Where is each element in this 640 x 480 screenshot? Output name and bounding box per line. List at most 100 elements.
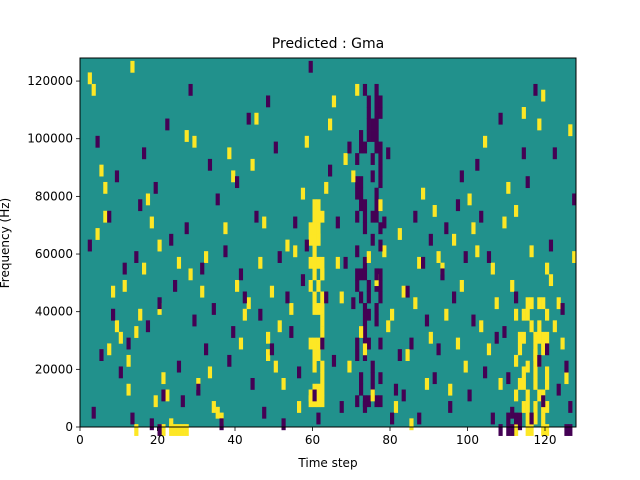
y-tick-label: 20000 — [35, 362, 73, 376]
heatmap-cell-low — [266, 95, 271, 108]
heatmap-cell-low — [366, 95, 371, 108]
heatmap-cell-low — [176, 360, 182, 373]
heatmap-cell-high — [161, 372, 166, 385]
heatmap-cell-high — [324, 181, 329, 194]
heatmap-cell-high — [157, 239, 162, 252]
heatmap-cell-low — [514, 412, 519, 425]
heatmap-cell-low — [362, 401, 368, 413]
heatmap-cell-low — [258, 308, 263, 321]
heatmap-cell-high — [169, 418, 174, 431]
heatmap-cell-low — [157, 424, 162, 436]
heatmap-cell-low — [359, 141, 364, 154]
heatmap-cell-low — [235, 176, 240, 189]
heatmap-cell-high — [525, 389, 530, 402]
heatmap-cell-low — [316, 412, 321, 425]
heatmap-cell-low — [393, 383, 399, 396]
heatmap-cell-high — [200, 285, 205, 298]
x-axis: 0 20 40 60 80 100 120 — [76, 427, 556, 447]
heatmap-cell-low — [374, 303, 379, 315]
heatmap-cell-high — [312, 245, 317, 258]
heatmap-cell-low — [529, 412, 534, 425]
heatmap-cell-high — [312, 303, 317, 315]
heatmap-cell-low — [370, 170, 375, 183]
heatmap-cell-high — [444, 308, 449, 321]
heatmap-cell-high — [308, 256, 313, 269]
heatmap-cell-high — [359, 326, 364, 338]
heatmap-cell-low — [370, 233, 375, 246]
heatmap-cell-low — [374, 187, 379, 200]
heatmap-cell-high — [312, 349, 317, 361]
heatmap-cell-low — [91, 406, 96, 419]
heatmap-cell-low — [494, 331, 499, 344]
heatmap-cell-low — [568, 424, 573, 436]
heatmap-cell-low — [510, 406, 515, 419]
heatmap-cell-high — [521, 377, 526, 390]
heatmap-cell-high — [521, 331, 526, 344]
heatmap-cell-low — [173, 279, 178, 292]
heatmap-cell-low — [374, 199, 379, 212]
heatmap-cell-low — [467, 389, 472, 402]
heatmap-cell-high — [514, 354, 519, 367]
heatmap-cell-low — [397, 349, 402, 361]
heatmap-cell-high — [320, 372, 325, 385]
heatmap-cell-low — [370, 130, 375, 142]
heatmap-cell-low — [374, 210, 379, 223]
heatmap-cell-low — [362, 314, 368, 327]
x-tick-label: 120 — [534, 433, 557, 447]
heatmap-cell-high — [285, 239, 290, 252]
heatmap-cell-high — [525, 297, 530, 310]
heatmap-cell-low — [308, 60, 313, 73]
heatmap-cell-high — [517, 343, 523, 356]
heatmap-cell-high — [545, 424, 550, 436]
heatmap-cell-high — [312, 199, 317, 212]
heatmap-cell-low — [355, 268, 360, 281]
heatmap-cell-high — [320, 395, 325, 408]
heatmap-cell-high — [483, 135, 488, 148]
heatmap-cell-high — [308, 222, 313, 235]
heatmap-cell-low — [370, 372, 375, 385]
heatmap-cell-high — [455, 337, 461, 350]
heatmap-cell-low — [200, 262, 205, 275]
heatmap-cell-high — [138, 308, 143, 321]
heatmap-cell-high — [537, 389, 542, 402]
heatmap-cell-low — [362, 256, 368, 269]
heatmap-cell-low — [355, 279, 360, 292]
heatmap-cell-low — [409, 337, 414, 350]
heatmap-cell-high — [91, 83, 96, 96]
heatmap-cell-high — [184, 130, 189, 142]
heatmap-cell-low — [215, 193, 220, 206]
heatmap-cell-low — [122, 262, 127, 275]
heatmap-cell-low — [355, 210, 360, 223]
heatmap-cell-low — [548, 239, 554, 252]
heatmap-cell-high — [514, 424, 519, 436]
heatmap-cell-high — [428, 331, 433, 344]
heatmap-cell-high — [316, 279, 321, 292]
heatmap-cell-low — [378, 279, 383, 292]
heatmap-cell-high — [545, 262, 550, 275]
heatmap-cell-high — [529, 424, 534, 436]
heatmap-cell-low — [362, 210, 368, 223]
heatmap-cell-high — [266, 349, 271, 361]
y-tick-label: 0 — [65, 420, 73, 434]
heatmap-cell-high — [145, 193, 151, 206]
heatmap-cell-low — [362, 222, 368, 235]
heatmap-cell-low — [541, 395, 546, 408]
heatmap-cell-high — [235, 279, 240, 292]
heatmap-cell-low — [118, 366, 123, 379]
heatmap-cell-high — [328, 118, 333, 131]
heatmap-cell-high — [459, 279, 464, 292]
heatmap-cell-low — [432, 372, 437, 385]
heatmap-cell-high — [436, 251, 441, 263]
heatmap-cell-high — [126, 383, 131, 396]
heatmap-cell-low — [242, 291, 247, 304]
heatmap-cell-high — [142, 262, 147, 275]
heatmap-cell-low — [498, 112, 503, 125]
heatmap-cell-low — [436, 343, 441, 356]
heatmap-cell-low — [95, 135, 100, 148]
heatmap-cell-high — [262, 216, 267, 229]
heatmap-cell-high — [537, 320, 542, 333]
heatmap-cells — [87, 60, 577, 436]
heatmap-cell-low — [378, 141, 383, 154]
heatmap-cell-high — [293, 245, 298, 258]
heatmap-cell-low — [362, 326, 368, 338]
